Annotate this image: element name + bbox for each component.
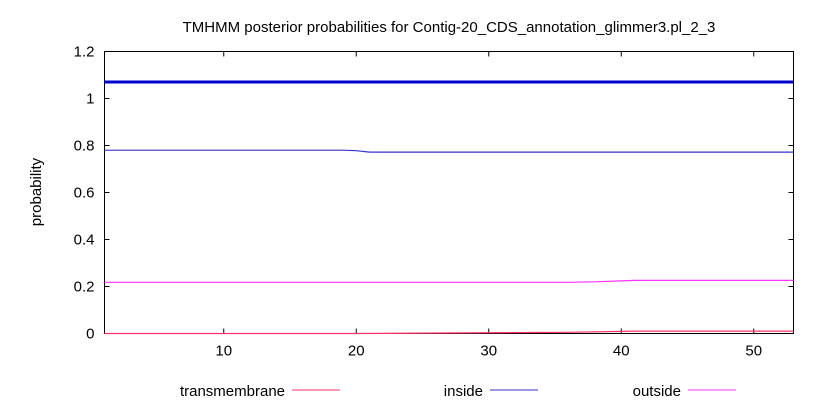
x-tick-label: 50 [745, 343, 762, 360]
x-tick-label: 10 [215, 343, 232, 360]
series-line-inside [104, 149, 794, 153]
y-tick-label: 0.2 [74, 279, 95, 296]
plot-frame [104, 51, 794, 334]
chart-title: TMHMM posterior probabilities for Contig… [183, 19, 716, 36]
series-line-outside [104, 279, 794, 283]
series-layer [104, 80, 794, 335]
x-axis-ticks: 10 20 30 40 50 [215, 51, 762, 360]
y-tick-label: 0.4 [74, 232, 95, 249]
legend: transmembrane inside outside [180, 383, 736, 400]
y-tick-label: 1 [86, 91, 94, 108]
legend-label-inside: inside [444, 383, 483, 400]
y-tick-label: 0.6 [74, 185, 95, 202]
legend-label-transmembrane: transmembrane [180, 383, 285, 400]
x-tick-label: 40 [613, 343, 630, 360]
series-line-transmembrane [104, 330, 794, 335]
x-tick-label: 20 [348, 343, 365, 360]
y-tick-label: 0 [86, 326, 94, 343]
x-tick-label: 30 [480, 343, 497, 360]
y-tick-label: 1.2 [74, 44, 95, 61]
legend-label-outside: outside [633, 383, 681, 400]
y-tick-label: 0.8 [74, 138, 95, 155]
y-axis-ticks: 0 0.2 0.4 0.6 0.8 1 1.2 [74, 44, 794, 343]
y-axis-label: probability [28, 157, 45, 226]
